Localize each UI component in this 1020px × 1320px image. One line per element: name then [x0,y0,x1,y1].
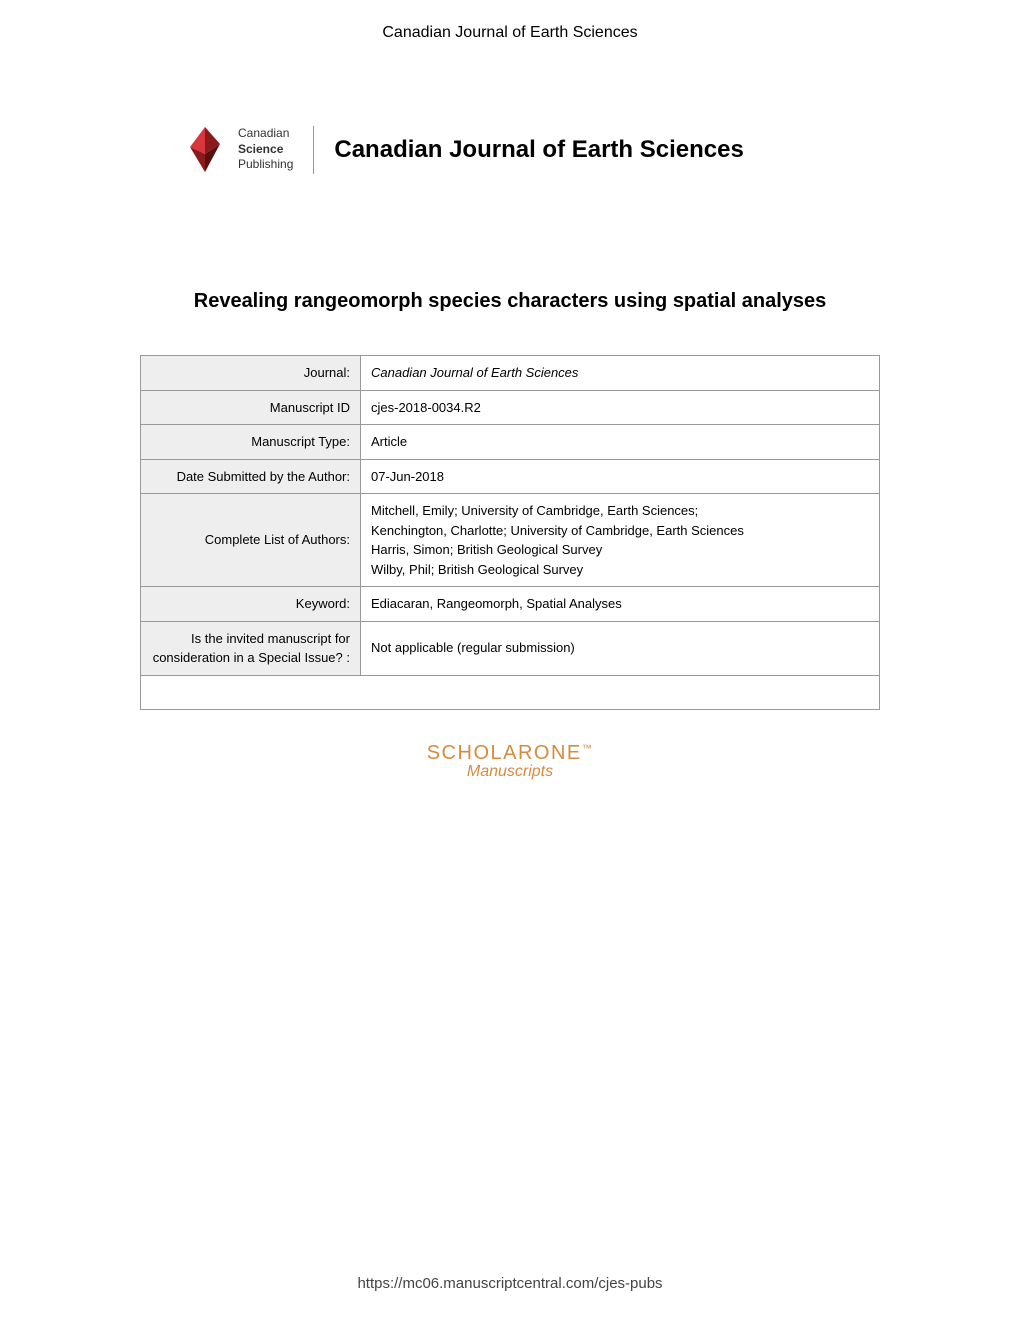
table-label: Complete List of Authors: [141,494,361,587]
table-label: Manuscript ID [141,390,361,425]
logo-row: Canadian Science Publishing Canadian Jou… [180,122,1020,177]
logo-divider [313,126,314,174]
table-value: Article [361,425,880,460]
publisher-logo-icon [180,122,230,177]
table-value: Canadian Journal of Earth Sciences [361,356,880,391]
table-label: Journal: [141,356,361,391]
scholarone-logo: SCHOLARONE™ Manuscripts [0,742,1020,781]
table-row: Date Submitted by the Author:07-Jun-2018 [141,459,880,494]
scholarone-sub: Manuscripts [0,763,1020,781]
table-empty-row [141,675,880,709]
table-label: Date Submitted by the Author: [141,459,361,494]
table-row: Complete List of Authors:Mitchell, Emily… [141,494,880,587]
scholarone-main: SCHOLARONE™ [0,742,1020,765]
footer-url: https://mc06.manuscriptcentral.com/cjes-… [0,1275,1020,1292]
page-header-title: Canadian Journal of Earth Sciences [0,0,1020,42]
table-label: Manuscript Type: [141,425,361,460]
table-row: Journal:Canadian Journal of Earth Scienc… [141,356,880,391]
publisher-line3: Publishing [238,157,293,173]
scholarone-tm: ™ [582,743,594,754]
table-row: Is the invited manuscript for considerat… [141,621,880,675]
table-row: Manuscript Type:Article [141,425,880,460]
publisher-logo: Canadian Science Publishing [180,122,293,177]
table-value: Mitchell, Emily; University of Cambridge… [361,494,880,587]
publisher-text: Canadian Science Publishing [238,126,293,173]
table-value: 07-Jun-2018 [361,459,880,494]
metadata-table: Journal:Canadian Journal of Earth Scienc… [140,355,880,710]
table-value: Not applicable (regular submission) [361,621,880,675]
table-row: Keyword:Ediacaran, Rangeomorph, Spatial … [141,587,880,622]
table-empty-cell [141,675,880,709]
article-title: Revealing rangeomorph species characters… [160,287,860,315]
scholarone-part1: SCHOLAR [427,742,534,764]
table-row: Manuscript IDcjes-2018-0034.R2 [141,390,880,425]
table-label: Keyword: [141,587,361,622]
scholarone-part2: ONE [534,742,582,764]
publisher-line2: Science [238,142,293,158]
publisher-line1: Canadian [238,126,293,142]
table-label: Is the invited manuscript for considerat… [141,621,361,675]
table-value: cjes-2018-0034.R2 [361,390,880,425]
journal-name: Canadian Journal of Earth Sciences [334,136,743,164]
table-value: Ediacaran, Rangeomorph, Spatial Analyses [361,587,880,622]
